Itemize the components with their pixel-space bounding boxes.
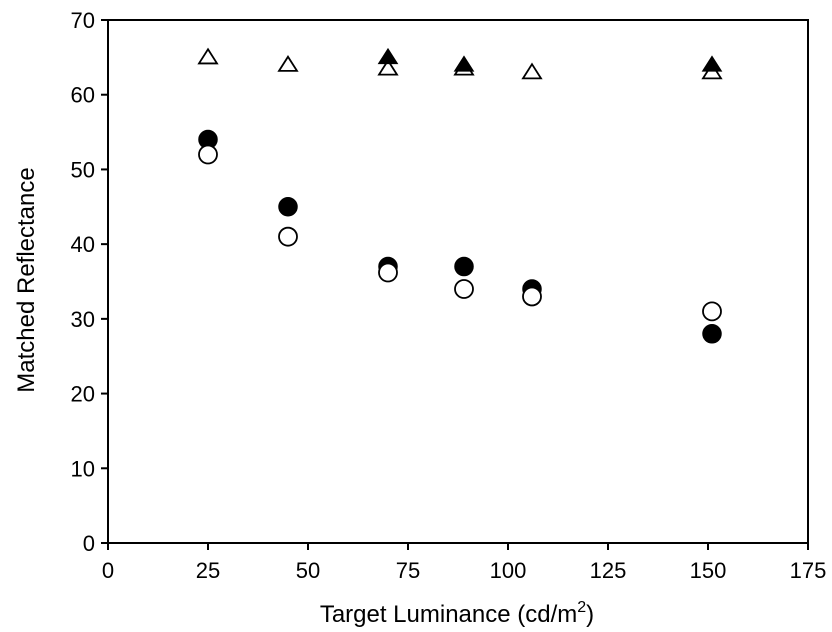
x-tick-label: 100 xyxy=(490,558,527,583)
point-open-circle xyxy=(454,279,474,299)
y-tick-label: 20 xyxy=(71,382,95,407)
point-open-triangle xyxy=(701,62,723,80)
y-tick-label: 0 xyxy=(83,531,95,556)
y-tick-label: 50 xyxy=(71,157,95,182)
point-open-triangle xyxy=(277,55,299,72)
x-axis-title-main: Target Luminance (cd/m xyxy=(320,601,577,628)
y-tick-label: 60 xyxy=(71,83,95,108)
point-filled-triangle xyxy=(377,47,399,65)
y-tick-label: 30 xyxy=(71,307,95,332)
y-axis: 0 10 20 30 40 50 60 70 xyxy=(71,8,108,556)
x-tick-label: 175 xyxy=(790,558,827,583)
point-filled-circle xyxy=(702,324,722,344)
plot-area xyxy=(107,19,809,544)
point-open-triangle xyxy=(377,58,399,76)
point-open-triangle xyxy=(521,62,543,80)
x-axis-title-superscript: 2 xyxy=(577,599,586,616)
point-open-triangle xyxy=(453,58,475,76)
x-tick-label: 25 xyxy=(196,558,220,583)
x-axis-title: Target Luminance (cd/m2) xyxy=(320,599,594,628)
x-tick-label: 50 xyxy=(296,558,320,583)
point-open-circle xyxy=(522,286,542,307)
point-filled-circle xyxy=(278,197,298,217)
y-axis-title: Matched Reflectance xyxy=(13,167,40,392)
point-open-circle xyxy=(278,226,298,247)
point-open-circle xyxy=(378,262,398,283)
y-tick-label: 40 xyxy=(71,232,95,257)
y-tick-label: 70 xyxy=(71,8,95,33)
point-filled-circle xyxy=(454,256,474,277)
y-tick-label: 10 xyxy=(71,456,95,481)
plot-frame xyxy=(107,19,809,544)
x-axis-title-suffix: ) xyxy=(586,601,594,628)
x-tick-label: 150 xyxy=(690,558,727,583)
point-open-circle xyxy=(702,301,722,322)
x-tick-label: 0 xyxy=(102,558,114,583)
x-tick-label: 125 xyxy=(590,558,627,583)
x-axis: 0 25 50 75 100 125 150 175 xyxy=(102,543,826,583)
x-tick-label: 75 xyxy=(396,558,420,583)
point-open-triangle xyxy=(197,47,219,65)
data-points xyxy=(197,47,723,344)
point-open-circle xyxy=(198,144,218,165)
